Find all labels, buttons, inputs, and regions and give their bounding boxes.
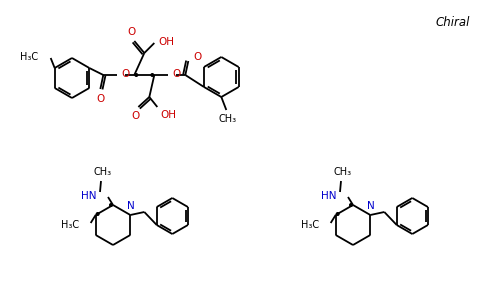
Circle shape	[135, 74, 137, 76]
Text: OH: OH	[160, 110, 176, 120]
Circle shape	[336, 213, 339, 215]
Circle shape	[350, 204, 352, 206]
Circle shape	[151, 74, 153, 76]
Text: CH₃: CH₃	[334, 167, 352, 177]
Text: N: N	[127, 201, 135, 211]
Text: HN: HN	[80, 191, 96, 201]
Text: O: O	[172, 69, 181, 79]
Text: CH₃: CH₃	[94, 167, 112, 177]
Circle shape	[110, 204, 112, 206]
Text: Chiral: Chiral	[435, 16, 469, 29]
Text: N: N	[367, 201, 375, 211]
Text: CH₃: CH₃	[218, 114, 236, 124]
Text: H₃C: H₃C	[60, 220, 79, 230]
Text: O: O	[193, 52, 201, 62]
Text: OH: OH	[158, 37, 174, 47]
Text: O: O	[127, 27, 136, 37]
Text: O: O	[96, 94, 105, 104]
Text: HN: HN	[320, 191, 336, 201]
Text: H₃C: H₃C	[19, 52, 38, 62]
Text: H₃C: H₃C	[301, 220, 318, 230]
Circle shape	[96, 213, 99, 215]
Text: O: O	[131, 111, 139, 121]
Text: O: O	[121, 69, 130, 79]
